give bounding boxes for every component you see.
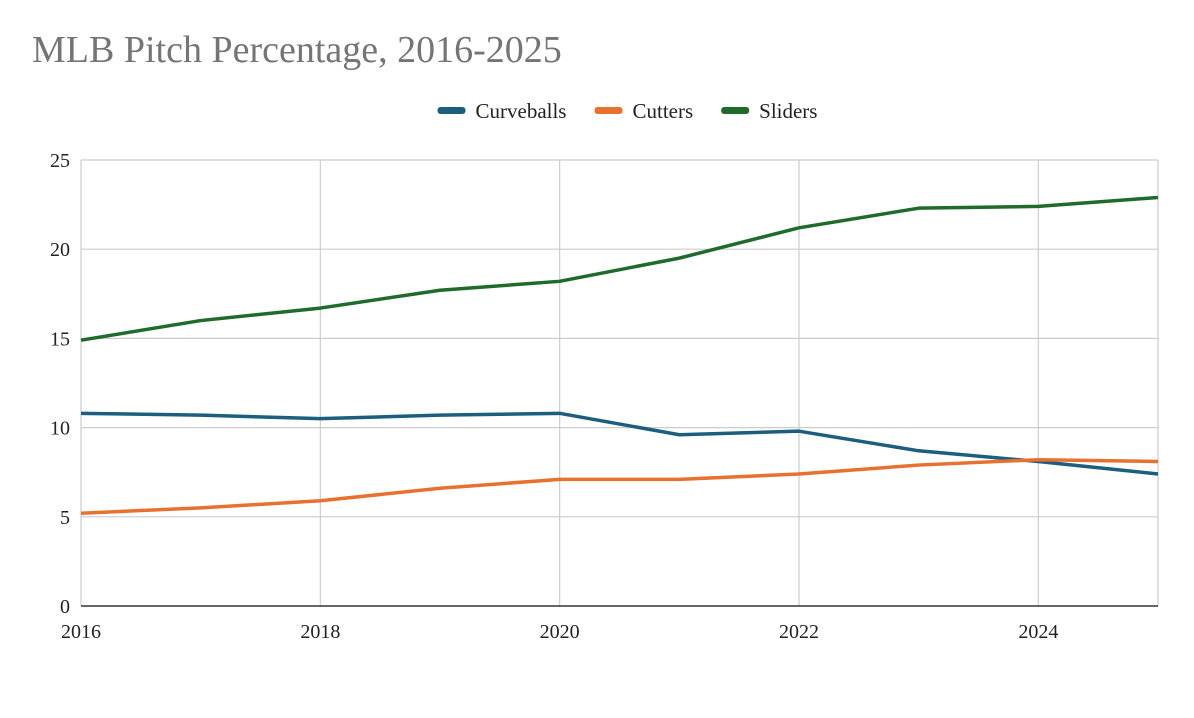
y-tick-label: 10 [50, 418, 70, 440]
x-tick-label: 2018 [300, 621, 340, 643]
grid-layer [80, 159, 1159, 606]
legend-label: Sliders [759, 99, 817, 123]
series-line-sliders [80, 195, 1159, 342]
series-line-cutters [80, 457, 1159, 515]
series-layer [80, 195, 1159, 515]
legend-swatch-cutters [594, 107, 623, 114]
axis-layer: 0 5 10 15 20 25 2016 2018 2020 2022 2024 [50, 150, 1158, 643]
y-tick-label: 15 [50, 328, 70, 350]
legend-label: Cutters [632, 99, 693, 123]
y-tick-label: 5 [60, 507, 70, 529]
legend-label: Curveballs [476, 99, 567, 123]
legend-swatch-curveballs [437, 107, 466, 114]
y-tick-label: 0 [60, 596, 70, 618]
x-tick-label: 2022 [779, 621, 819, 643]
y-tick-label: 25 [50, 150, 70, 172]
chart-title: MLB Pitch Percentage, 2016-2025 [32, 29, 562, 71]
y-tick-label: 20 [50, 239, 70, 261]
x-tick-label: 2020 [540, 621, 580, 643]
legend-swatch-sliders [721, 107, 750, 114]
x-tick-label: 2024 [1018, 621, 1058, 643]
series-line-curveballs [80, 411, 1159, 476]
x-tick-label: 2016 [61, 621, 101, 643]
legend: Curveballs Cutters Sliders [437, 99, 817, 123]
